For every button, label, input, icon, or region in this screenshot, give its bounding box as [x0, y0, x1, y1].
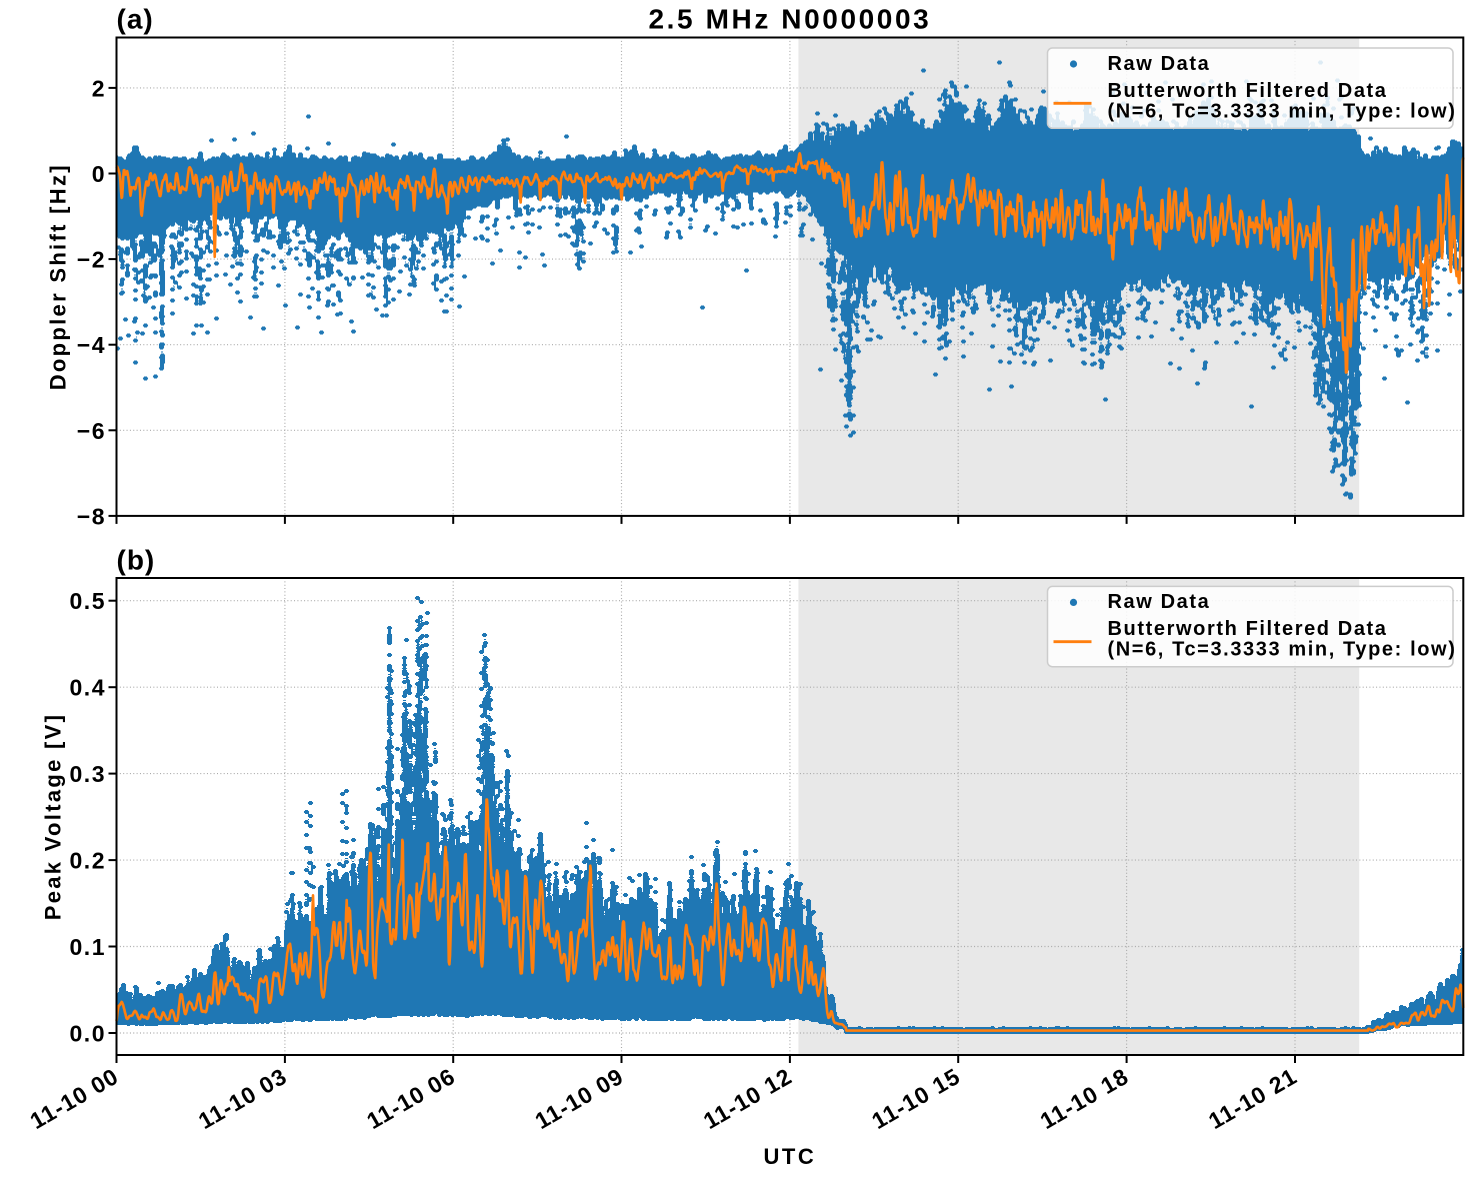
svg-text:0.5: 0.5: [70, 588, 106, 614]
svg-text:Butterworth Filtered Data: Butterworth Filtered Data: [1108, 618, 1388, 640]
svg-text:Raw Data: Raw Data: [1108, 591, 1211, 613]
svg-text:Doppler Shift [Hz]: Doppler Shift [Hz]: [46, 163, 71, 390]
svg-text:Raw Data: Raw Data: [1108, 53, 1211, 75]
svg-text:(b): (b): [117, 545, 156, 576]
svg-text:(N=6, Tc=3.3333 min, Type: low: (N=6, Tc=3.3333 min, Type: low): [1108, 100, 1457, 122]
svg-text:(N=6, Tc=3.3333 min, Type: low: (N=6, Tc=3.3333 min, Type: low): [1108, 639, 1457, 661]
svg-text:2: 2: [92, 75, 106, 101]
svg-text:0.4: 0.4: [70, 675, 106, 701]
svg-text:0.0: 0.0: [70, 1021, 106, 1047]
svg-text:0.1: 0.1: [70, 934, 106, 960]
svg-text:UTC: UTC: [764, 1144, 817, 1169]
svg-text:0.3: 0.3: [70, 761, 106, 787]
svg-text:(a): (a): [117, 4, 154, 35]
svg-text:0: 0: [92, 161, 106, 187]
svg-text:−6: −6: [77, 418, 106, 444]
svg-text:−4: −4: [77, 332, 106, 358]
svg-text:2.5 MHz N0000003: 2.5 MHz N0000003: [648, 4, 931, 35]
svg-text:0.2: 0.2: [70, 848, 106, 874]
svg-text:−8: −8: [77, 503, 106, 529]
svg-text:Peak Voltage [V]: Peak Voltage [V]: [41, 713, 66, 921]
svg-text:Butterworth Filtered Data: Butterworth Filtered Data: [1108, 80, 1388, 102]
svg-text:−2: −2: [77, 247, 106, 273]
